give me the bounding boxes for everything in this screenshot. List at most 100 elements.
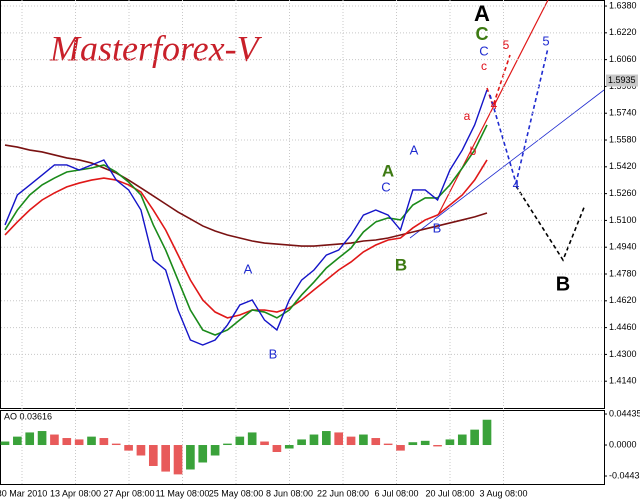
y-tick-label: 1.4460 xyxy=(609,322,637,332)
ao-label: AO 0.03616 xyxy=(4,411,52,421)
ao-bar xyxy=(223,443,232,446)
x-tick-label: 11 May 08:00 xyxy=(156,488,210,498)
ao-bar xyxy=(284,445,294,449)
x-tick-label: 6 Jul 08:00 xyxy=(374,488,418,498)
x-tick-label: 27 Apr 08:00 xyxy=(103,488,154,498)
ao-bar xyxy=(13,436,22,446)
x-tick-label: 30 Mar 2010 xyxy=(0,488,47,498)
series-line xyxy=(4,159,488,319)
ao-bar xyxy=(247,432,257,446)
ao-bar xyxy=(297,439,306,446)
y-tick-label: 1.5580 xyxy=(609,134,637,144)
ao-bar xyxy=(37,431,47,446)
ao-bar xyxy=(482,419,492,446)
wave-label: 5 xyxy=(542,33,549,48)
wave-label: 5 xyxy=(503,38,510,52)
y-tick-label: 1.4940 xyxy=(609,242,637,252)
ao-bar xyxy=(210,445,220,456)
wave-label: C xyxy=(476,24,489,44)
ao-bar xyxy=(161,445,170,472)
ao-bar xyxy=(322,431,331,446)
ao-bar xyxy=(50,434,59,446)
ao-bar xyxy=(433,445,442,447)
x-tick-label: 22 Jun 08:00 xyxy=(317,488,369,498)
ao-bar xyxy=(445,439,455,446)
ao-frame xyxy=(0,410,605,485)
series-line xyxy=(4,89,488,346)
projection-dashed xyxy=(515,185,586,262)
wave-label: A xyxy=(474,1,490,26)
wave-label: A xyxy=(410,142,419,157)
projections xyxy=(409,0,605,262)
ao-bar xyxy=(173,445,183,475)
ao-bar xyxy=(346,436,356,446)
y-tick-label: 1.4300 xyxy=(609,349,637,359)
ao-bar xyxy=(62,438,72,446)
ao-bar xyxy=(371,438,381,446)
ao-bar xyxy=(136,445,146,456)
y-tick-label: 0.04435 xyxy=(609,408,640,418)
y-tick-label: 1.5100 xyxy=(609,215,637,225)
ao-bar xyxy=(309,434,319,446)
y-tick-label: 1.6380 xyxy=(609,0,637,10)
y-tick-label: 0.0000 xyxy=(609,439,637,449)
ao-bar xyxy=(99,438,109,446)
current-price: 1.5935 xyxy=(608,75,636,85)
ao-bar xyxy=(470,429,479,446)
wave-label: 4 xyxy=(513,178,520,192)
series-line xyxy=(4,124,488,336)
ao-bar xyxy=(396,445,405,451)
y-tick-label: -0.04435 xyxy=(609,470,640,480)
ao-bar xyxy=(383,443,393,446)
y-tick-label: 1.5740 xyxy=(609,108,637,118)
y-tick-label: 1.5260 xyxy=(609,188,637,198)
ao-bar xyxy=(420,440,430,446)
ao-bar xyxy=(272,445,282,453)
wave-label: c xyxy=(481,59,487,73)
wave-label: C xyxy=(381,179,390,194)
ao-bar xyxy=(25,432,35,446)
x-tick-label: 8 Jun 08:00 xyxy=(266,488,313,498)
ao-bar xyxy=(124,445,133,451)
x-tick-label: 3 Aug 08:00 xyxy=(479,488,527,498)
ao-bar xyxy=(260,441,269,446)
ao-bar xyxy=(408,442,418,446)
ao-bar xyxy=(74,439,84,446)
x-tick-label: 25 May 08:00 xyxy=(209,488,264,498)
wave-label: B xyxy=(556,273,570,295)
ao-bar xyxy=(198,445,208,463)
y-tick-label: 1.5420 xyxy=(609,161,637,171)
ao-bar xyxy=(457,434,467,446)
y-tick-label: 1.4620 xyxy=(609,295,637,305)
wave-label: B xyxy=(269,346,278,361)
x-tick-label: 13 Apr 08:00 xyxy=(50,488,101,498)
y-tick-label: 1.6220 xyxy=(609,27,637,37)
projection-dashed xyxy=(489,47,549,187)
projection-line xyxy=(409,89,605,239)
wave-label: A xyxy=(382,161,394,180)
wave-label: B xyxy=(433,220,442,235)
wave-label: a xyxy=(464,109,471,123)
wave-label: b xyxy=(470,144,477,158)
ao-bar xyxy=(148,445,158,466)
y-tick-label: 1.6060 xyxy=(609,54,637,64)
projection-line xyxy=(437,0,549,216)
wave-label: A xyxy=(244,261,253,276)
wave-label: B xyxy=(395,255,407,274)
title: Masterforex-V xyxy=(49,28,263,68)
price-box xyxy=(606,74,638,87)
ao-bar xyxy=(186,445,195,470)
ao-bar xyxy=(0,441,10,446)
ao-bar xyxy=(111,443,121,446)
wave-label: C xyxy=(479,43,488,58)
y-tick-label: 1.4140 xyxy=(609,376,637,386)
y-tick-label: 1.4780 xyxy=(609,268,637,278)
x-tick-label: 20 Jul 08:00 xyxy=(425,488,474,498)
ao-bar xyxy=(359,434,368,446)
main-frame xyxy=(0,0,605,409)
ao-bar xyxy=(235,436,245,446)
wave-label: 4 xyxy=(491,98,498,112)
ao-bar xyxy=(87,436,96,446)
